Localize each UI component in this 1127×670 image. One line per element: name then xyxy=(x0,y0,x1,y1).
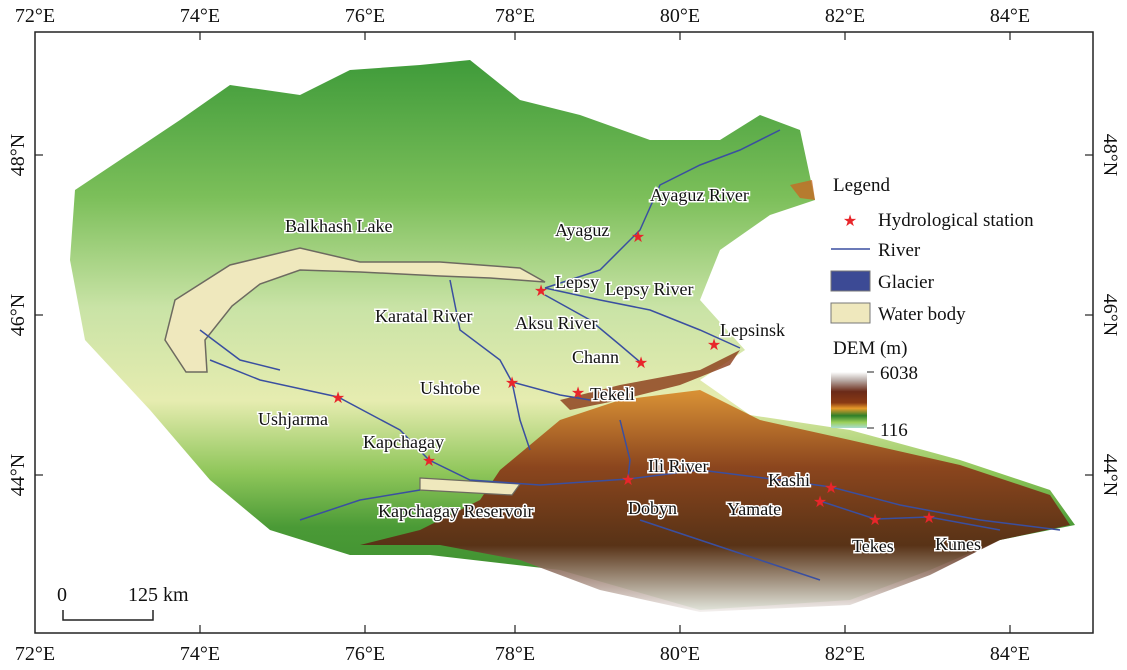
river-trib-5 xyxy=(619,419,631,480)
legend-title: Legend xyxy=(833,175,890,196)
label-ayaguz-river: Ayaguz River xyxy=(650,185,749,205)
river-tekes xyxy=(819,500,1001,531)
label-ushtobe: Ushtobe xyxy=(420,378,480,398)
mountain-terrain xyxy=(360,390,1070,612)
lon-tick-bottom: 76°E xyxy=(345,643,385,665)
label-kapchagay: Kapchagay xyxy=(363,432,444,452)
legend: Legend ★ Hydrological station River Glac… xyxy=(830,175,1034,441)
river-lepsy xyxy=(544,287,741,349)
lon-tick-bottom: 84°E xyxy=(990,643,1030,665)
label-lepsinsk: Lepsinsk xyxy=(720,320,785,340)
station-marker-lepsy: ★ xyxy=(534,283,548,300)
scale-end: 125 km xyxy=(128,584,189,606)
lat-tick-right: 48°N xyxy=(1099,134,1121,176)
lon-tick-bottom: 78°E xyxy=(495,643,535,665)
station-marker-kapchagay: ★ xyxy=(422,453,436,470)
label-lepsy-river: Lepsy River xyxy=(605,279,693,299)
label-tekeli: Tekeli xyxy=(590,384,635,404)
legend-water-swatch xyxy=(830,302,871,324)
station-marker-kashi: ★ xyxy=(824,480,838,497)
legend-glacier-label: Glacier xyxy=(878,272,935,293)
label-ushjarma: Ushjarma xyxy=(258,409,328,429)
lat-tick-left: 48°N xyxy=(7,134,29,176)
station-marker-lepsinsk: ★ xyxy=(707,337,721,354)
river-karatal xyxy=(449,279,591,401)
river-aksu xyxy=(544,294,641,363)
stations: ★ ★ ★ ★ ★ ★ ★ ★ ★ ★ ★ ★ ★ xyxy=(331,229,936,529)
river-ayaguz xyxy=(544,129,781,289)
lat-tick-left: 44°N xyxy=(7,454,29,496)
label-balkhash-lake: Balkhash Lake xyxy=(285,216,392,236)
label-tekes: Tekes xyxy=(852,536,894,556)
legend-glacier-swatch xyxy=(830,270,871,292)
graticule-ticks xyxy=(35,32,1093,633)
legend-star-icon: ★ xyxy=(843,213,857,230)
lon-tick-top: 78°E xyxy=(495,5,535,27)
station-marker-tekes: ★ xyxy=(868,512,882,529)
legend-dem-title: DEM (m) xyxy=(833,338,907,359)
lon-tick-top: 80°E xyxy=(660,5,700,27)
station-marker-yamate: ★ xyxy=(813,494,827,511)
river-trib-2 xyxy=(511,381,531,451)
label-kapchagay-reservoir: Kapchagay Reservoir xyxy=(378,501,533,521)
river-trib-3 xyxy=(299,489,421,521)
label-aksu-river: Aksu River xyxy=(515,313,598,333)
legend-river-label: River xyxy=(878,240,921,261)
balkhash-lake xyxy=(164,247,546,373)
river-network xyxy=(199,129,1061,581)
lon-tick-top: 76°E xyxy=(345,5,385,27)
label-lepsy: Lepsy xyxy=(555,272,599,292)
lat-tick-right: 46°N xyxy=(1099,294,1121,336)
label-dobyn: Dobyn xyxy=(628,498,677,518)
label-kunes: Kunes xyxy=(935,534,981,554)
kapchagay-reservoir xyxy=(419,477,522,496)
label-kashi: Kashi xyxy=(768,470,810,490)
station-marker-tekeli: ★ xyxy=(571,385,585,402)
station-marker-ushjarma: ★ xyxy=(331,390,345,407)
station-marker-chann: ★ xyxy=(634,355,648,372)
lon-tick-top: 84°E xyxy=(990,5,1030,27)
lon-tick-top: 72°E xyxy=(15,5,55,27)
lon-tick-bottom: 80°E xyxy=(660,643,700,665)
legend-station-label: Hydrological station xyxy=(878,210,1034,231)
lat-tick-right: 44°N xyxy=(1099,454,1121,496)
lon-tick-top: 82°E xyxy=(825,5,865,27)
label-chann: Chann xyxy=(572,347,619,367)
legend-water-label: Water body xyxy=(878,304,966,325)
dem-max-label: 6038 xyxy=(880,363,918,384)
tekeli-mountains xyxy=(560,350,740,410)
dem-colorbar xyxy=(831,372,867,428)
label-yamate: Yamate xyxy=(727,499,781,519)
ayaguz-mountains xyxy=(790,180,815,200)
dem-min-label: 116 xyxy=(880,420,908,441)
station-marker-ayaguz: ★ xyxy=(631,229,645,246)
label-ayaguz: Ayaguz xyxy=(555,220,609,240)
river-ili xyxy=(209,359,1061,531)
river-trib-1 xyxy=(199,329,281,371)
lon-tick-top: 74°E xyxy=(180,5,220,27)
station-marker-dobyn: ★ xyxy=(621,472,635,489)
scale-bar: 0 125 km xyxy=(57,584,189,621)
lon-tick-bottom: 74°E xyxy=(180,643,220,665)
scale-start: 0 xyxy=(57,584,67,606)
river-trib-4 xyxy=(639,519,821,581)
lat-tick-left: 46°N xyxy=(7,294,29,336)
lon-tick-bottom: 72°E xyxy=(15,643,55,665)
label-karatal-river: Karatal River xyxy=(375,306,472,326)
label-ili-river: Ili River xyxy=(648,456,709,476)
station-marker-kunes: ★ xyxy=(922,510,936,527)
lon-tick-bottom: 82°E xyxy=(825,643,865,665)
station-marker-ushtobe: ★ xyxy=(505,375,519,392)
